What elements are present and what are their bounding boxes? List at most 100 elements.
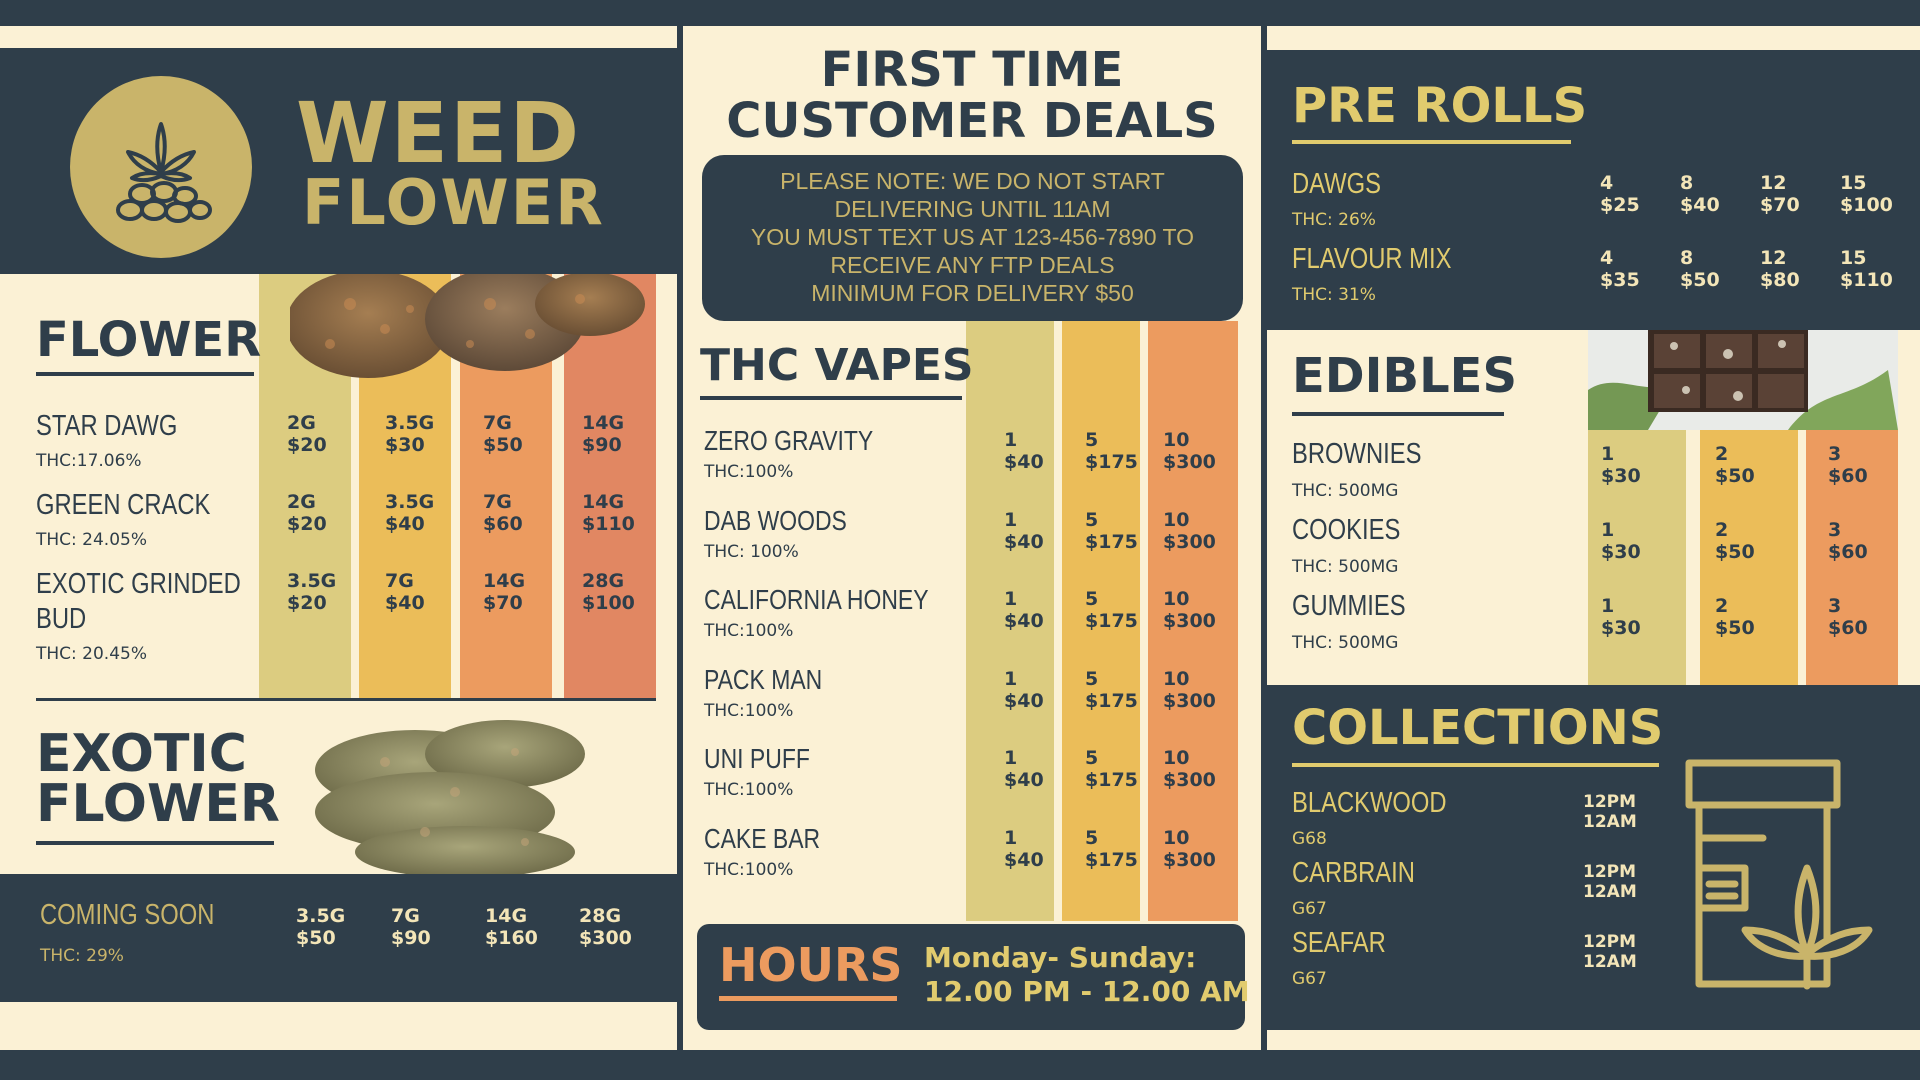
price-amount: $20: [287, 592, 327, 614]
price-amount: $300: [1163, 610, 1216, 632]
price-size: 14G: [582, 412, 625, 434]
preroll-item-name: FLAVOUR MIX: [1292, 243, 1452, 275]
price-amount: $40: [1004, 769, 1044, 791]
collection-time-end: 12AM: [1583, 812, 1637, 832]
hours-box: [697, 924, 1245, 1030]
price-amount: $300: [1163, 530, 1216, 553]
flower-title: FLOWER: [302, 166, 605, 239]
exotic-bud-image: [315, 720, 585, 874]
price-amount: $100: [582, 592, 635, 614]
price-amount: $40: [1004, 530, 1044, 553]
price-amount: $20: [287, 434, 327, 456]
price-amount: $30: [1601, 617, 1641, 639]
hours-label: HOURS: [719, 938, 903, 992]
price-amount: $30: [1601, 541, 1641, 563]
price-amount: $90: [582, 434, 622, 456]
flower-item-thc: THC:17.06%: [36, 451, 142, 471]
price-amount: $110: [582, 513, 635, 535]
exotic-item-thc: THC: 29%: [40, 946, 124, 966]
price-qty: 1: [1004, 826, 1018, 849]
price-qty: 10: [1163, 747, 1190, 769]
exotic-heading-underline: [36, 841, 274, 845]
price-qty: 5: [1085, 747, 1099, 769]
price-qty: 1: [1004, 508, 1018, 531]
price-qty: 5: [1085, 429, 1099, 451]
price-size: 7G: [483, 491, 512, 513]
collection-item-code: G67: [1292, 899, 1327, 919]
exotic-heading: FLOWER: [36, 774, 280, 834]
price-amount: $25: [1600, 194, 1640, 216]
vape-item-name: ZERO GRAVITY: [704, 425, 874, 456]
price-qty: 10: [1163, 667, 1190, 690]
edible-col-1: [1588, 430, 1686, 685]
vape-item-thc: THC: 100%: [704, 541, 799, 562]
edible-item-thc: THC: 500MG: [1292, 557, 1399, 577]
collection-item-name: CARBRAIN: [1292, 857, 1415, 889]
flower-item-name: EXOTIC GRINDED: [36, 568, 241, 600]
price-qty: 3: [1828, 519, 1842, 541]
price-amount: $110: [1840, 269, 1893, 291]
collection-time-end: 12AM: [1583, 952, 1637, 972]
price-size: 28G: [582, 570, 625, 592]
collections-underline: [1292, 763, 1659, 767]
price-amount: $80: [1760, 269, 1800, 291]
price-size: 3.5G: [296, 905, 346, 927]
price-amount: $50: [483, 434, 523, 456]
price-size: 28G: [579, 905, 622, 927]
price-qty: 5: [1085, 667, 1099, 690]
weed-flower-logo: [70, 76, 252, 258]
price-amount: $300: [1163, 451, 1216, 473]
edibles-underline: [1292, 412, 1504, 416]
flower-bud-image: [290, 274, 645, 378]
price-qty: 5: [1085, 588, 1099, 610]
price-amount: $30: [385, 434, 425, 456]
exotic-item-name: COMING SOON: [40, 899, 215, 931]
collection-item-code: G68: [1292, 829, 1327, 849]
collection-item-code: G67: [1292, 969, 1327, 989]
preroll-item-name: DAWGS: [1292, 168, 1381, 200]
exotic-heading: EXOTIC: [36, 724, 247, 784]
ftc-title: CUSTOMER DEALS: [726, 93, 1218, 149]
price-amount: $90: [391, 927, 431, 949]
price-amount: $40: [385, 513, 425, 535]
notice-line: DELIVERING UNTIL 11AM: [834, 196, 1111, 222]
price-amount: $50: [1715, 617, 1755, 639]
price-amount: $30: [1601, 465, 1641, 487]
price-size: 14G: [485, 905, 528, 927]
vape-item-name: PACK MAN: [704, 663, 823, 695]
price-amount: $40: [385, 592, 425, 614]
vape-item-name: CAKE BAR: [704, 822, 821, 854]
price-amount: $175: [1085, 848, 1138, 871]
price-amount: $100: [1840, 194, 1893, 216]
flower-item-thc: THC: 20.45%: [36, 644, 147, 664]
price-qty: 2: [1715, 443, 1729, 465]
price-qty: 12: [1760, 172, 1787, 194]
price-qty: 10: [1163, 826, 1190, 849]
flower-item-thc: THC: 24.05%: [36, 530, 147, 550]
vape-col-1: [966, 321, 1054, 921]
price-size: 14G: [582, 491, 625, 513]
edible-item-name: GUMMIES: [1292, 590, 1406, 622]
ftc-title: FIRST TIME: [820, 42, 1124, 98]
edibles-heading: EDIBLES: [1292, 348, 1518, 404]
price-qty: 15: [1840, 172, 1867, 194]
price-size: 7G: [385, 570, 414, 592]
price-amount: $40: [1004, 610, 1044, 632]
price-size: 7G: [483, 412, 512, 434]
section-divider: [36, 698, 656, 701]
flower-col-4: [564, 274, 656, 699]
flower-heading-underline: [36, 372, 254, 376]
price-qty: 12: [1760, 247, 1787, 269]
prerolls-band: [1267, 50, 1920, 330]
price-amount: $40: [1004, 451, 1044, 473]
price-qty: 1: [1004, 429, 1018, 451]
vape-item-thc: THC:100%: [704, 700, 794, 721]
vape-item-name: CALIFORNIA HONEY: [704, 584, 929, 615]
collection-time-end: 12AM: [1583, 882, 1637, 902]
price-qty: 10: [1163, 508, 1190, 531]
price-size: 3.5G: [385, 412, 435, 434]
edible-item-name: COOKIES: [1292, 514, 1401, 546]
price-amount: $60: [1828, 465, 1868, 487]
price-amount: $175: [1085, 530, 1138, 553]
prerolls-heading: PRE ROLLS: [1292, 78, 1588, 134]
